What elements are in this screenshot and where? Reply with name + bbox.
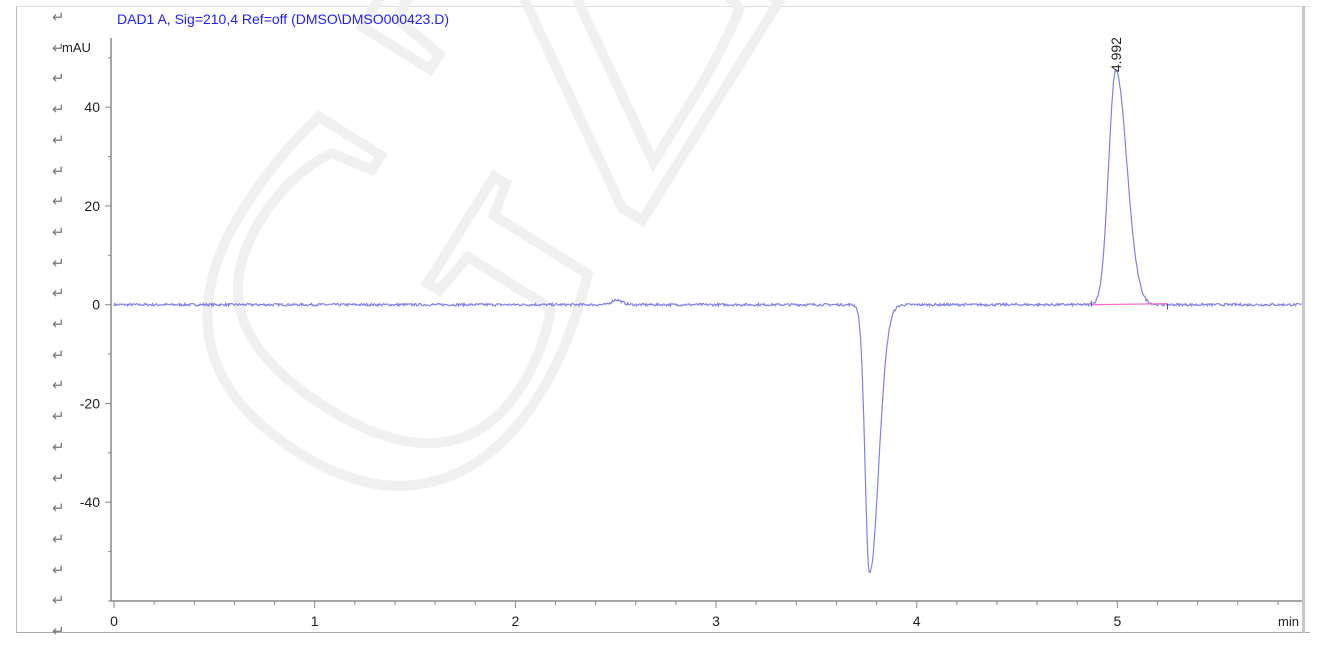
integration-baseline — [1091, 303, 1168, 306]
y-tick-label: 40 — [84, 99, 100, 115]
return-glyph: ↵ — [52, 9, 65, 26]
return-glyph: ↵ — [52, 377, 65, 395]
y-tick-label: 20 — [84, 198, 100, 214]
return-glyph: ↵ — [52, 561, 65, 579]
return-glyph: ↵ — [52, 39, 65, 57]
chart-frame — [16, 6, 1310, 633]
return-glyph: ↵ — [52, 223, 65, 241]
return-glyph: ↵ — [52, 285, 65, 303]
y-axis-label: mAU — [62, 40, 91, 55]
return-glyph: ↵ — [52, 469, 65, 487]
y-tick-label: -40 — [80, 494, 100, 510]
return-glyph: ↵ — [52, 530, 65, 548]
return-glyph: ↵ — [52, 316, 65, 333]
return-glyph: ↵ — [52, 438, 65, 456]
chart-title: DAD1 A, Sig=210,4 Ref=off (DMSO\DMSO0004… — [117, 11, 449, 27]
y-tick-label: 0 — [92, 297, 100, 313]
x-tick-label: 1 — [311, 613, 319, 629]
x-tick-label: 3 — [712, 613, 720, 629]
return-glyph: ↵ — [52, 623, 65, 640]
y-tick-label: -20 — [80, 395, 100, 411]
x-axis-label: min — [1278, 614, 1299, 629]
return-glyph: ↵ — [52, 70, 65, 88]
return-glyph: ↵ — [52, 131, 65, 149]
return-glyph: ↵ — [52, 408, 65, 426]
return-glyph: ↵ — [52, 254, 65, 272]
plot-area: 4.992 — [113, 37, 1303, 574]
x-tick-label: 0 — [110, 613, 118, 629]
axes: -40 -20 0 20 40 0 1 2 3 4 5 — [80, 38, 1302, 629]
watermark: GZHL — [33, 0, 1265, 625]
x-tick-label: 5 — [1113, 613, 1121, 629]
peak-label: 4.992 — [1108, 37, 1124, 72]
x-tick-label: 2 — [511, 613, 519, 629]
right-border — [1302, 6, 1305, 633]
watermark-text: GZHL — [38, 0, 1260, 620]
return-glyph: ↵ — [52, 346, 65, 364]
return-glyph: ↵ — [52, 500, 65, 518]
x-tick-label: 4 — [913, 613, 921, 629]
return-glyph: ↵ — [52, 592, 65, 610]
return-glyph: ↵ — [52, 162, 65, 180]
return-glyph: ↵ — [52, 193, 65, 211]
signal-trace — [113, 69, 1303, 574]
return-glyph: ↵ — [52, 101, 65, 119]
